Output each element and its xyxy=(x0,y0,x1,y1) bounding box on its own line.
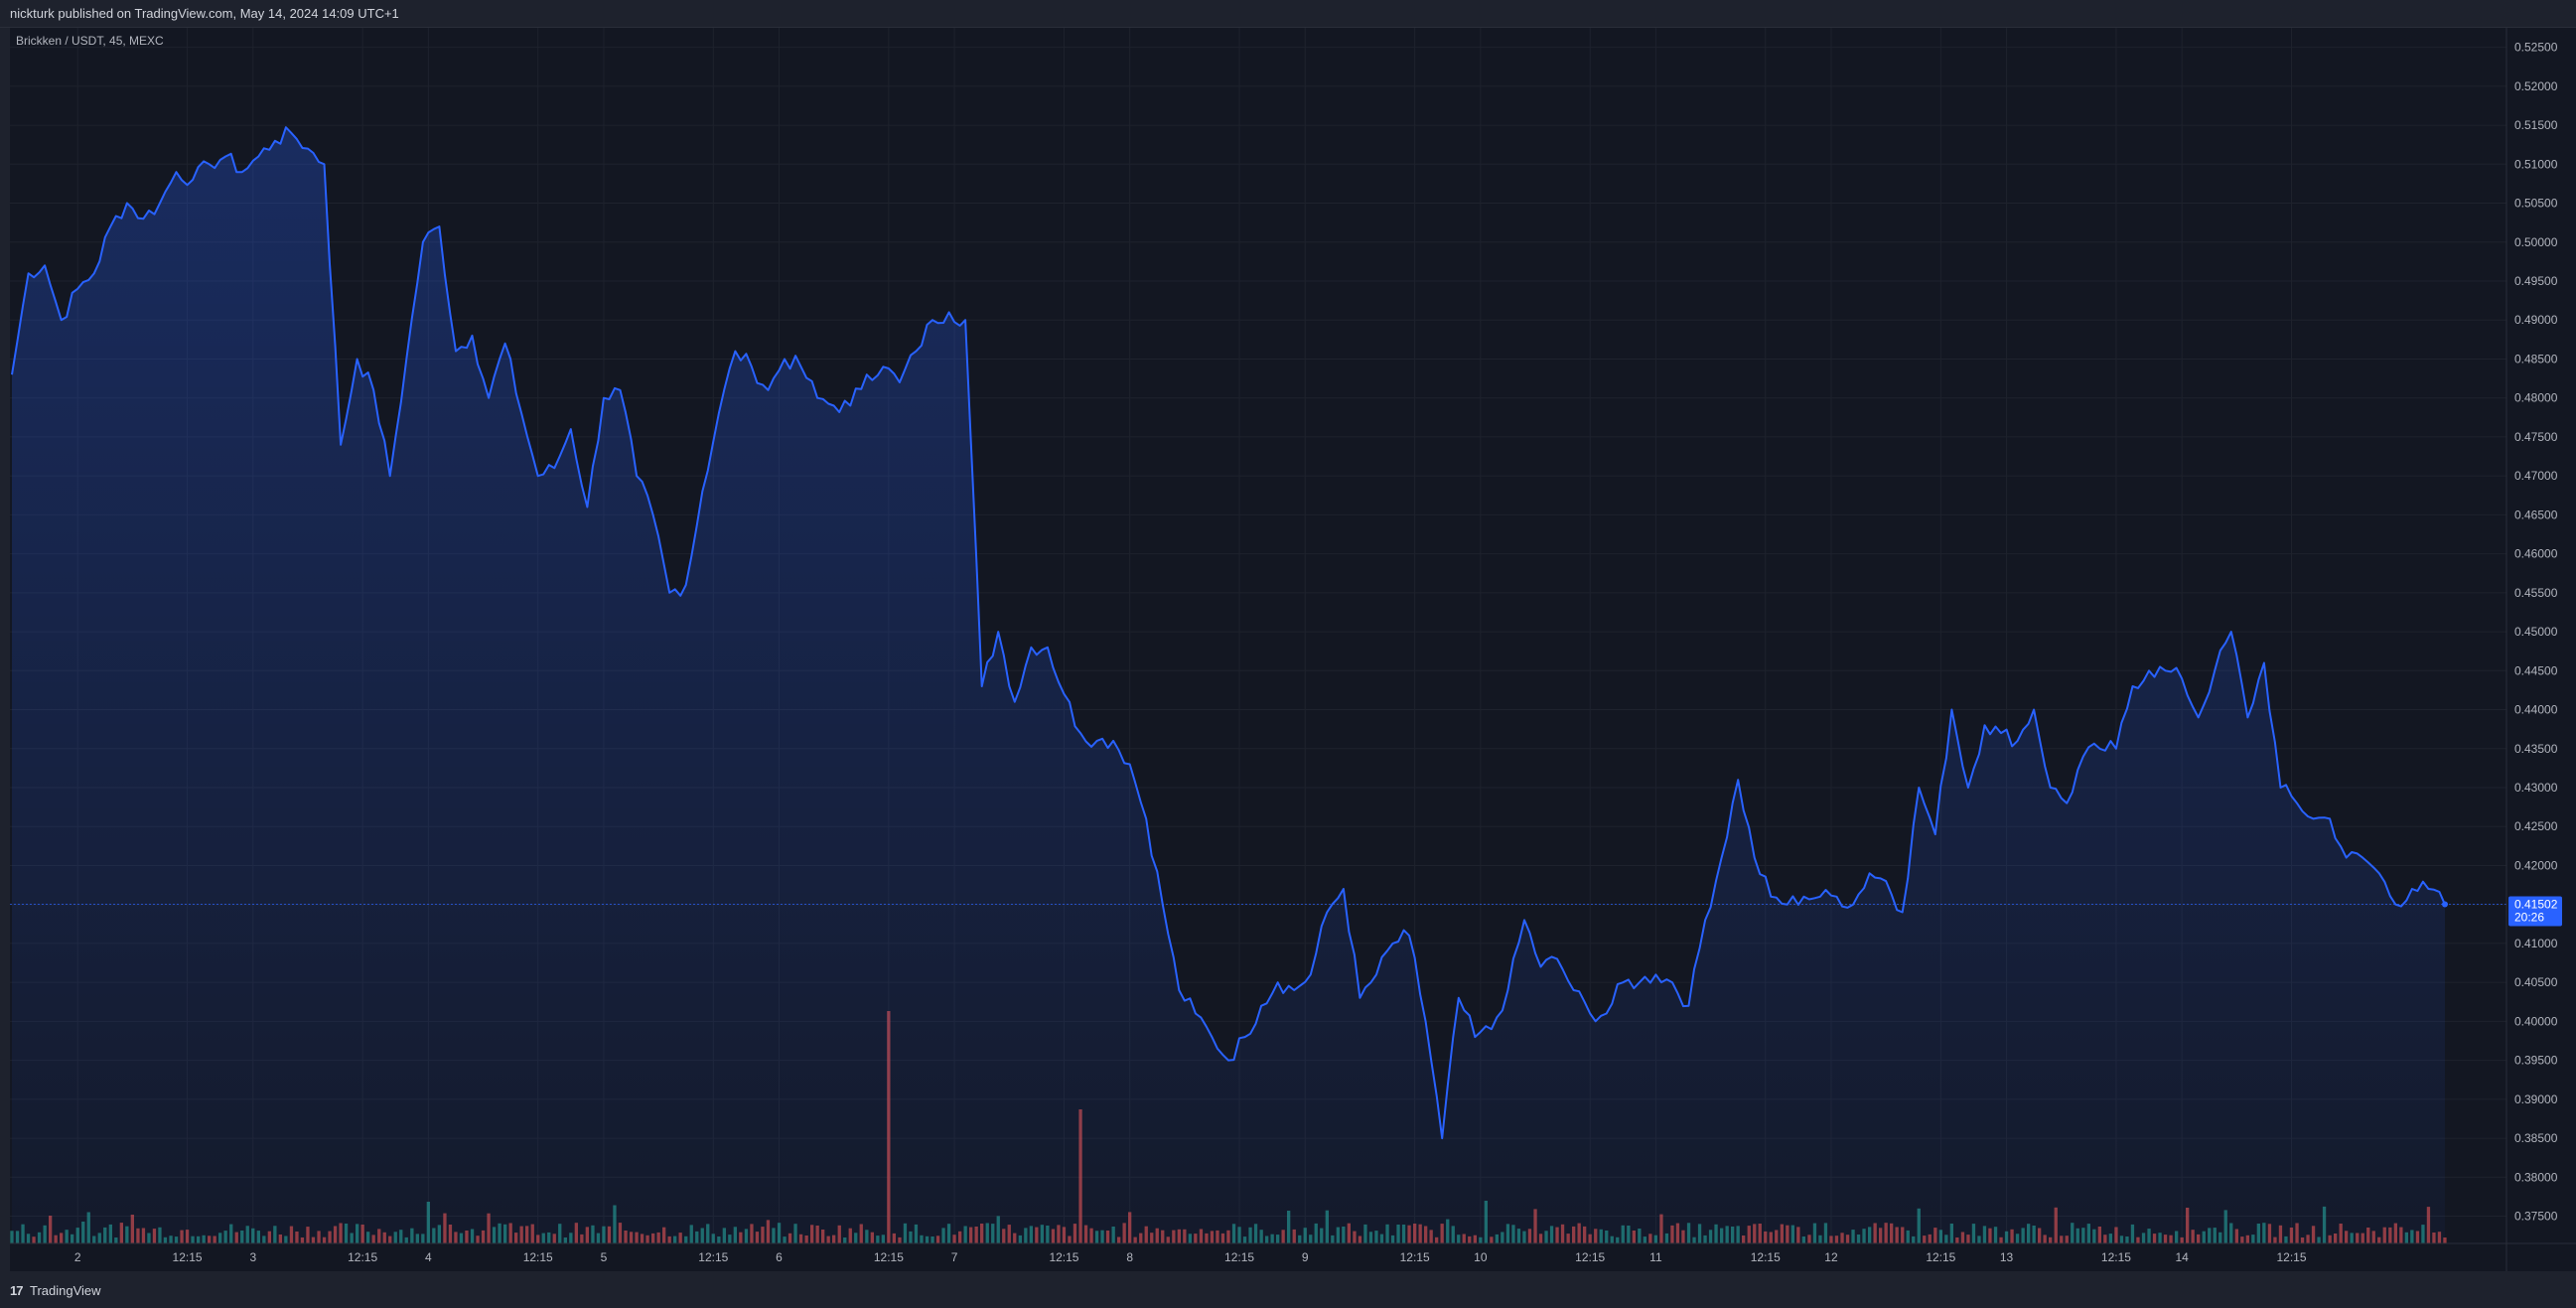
time-tick-label: 12:15 xyxy=(1224,1250,1254,1264)
last-price-value: 0.41502 xyxy=(2514,898,2558,912)
chart-legend[interactable]: Brickken / USDT, 45, MEXC xyxy=(16,34,164,48)
last-price-dot xyxy=(2442,901,2448,908)
volume-bar xyxy=(10,1231,14,1243)
time-axis-background xyxy=(10,1243,2576,1271)
time-tick-label: 2 xyxy=(74,1250,81,1264)
price-tick-label: 0.44000 xyxy=(2514,703,2558,717)
price-tick-label: 0.39000 xyxy=(2514,1092,2558,1106)
time-tick-label: 12:15 xyxy=(2276,1250,2306,1264)
price-tick-label: 0.40500 xyxy=(2514,975,2558,989)
price-tick-label: 0.48000 xyxy=(2514,391,2558,405)
price-tick-label: 0.39500 xyxy=(2514,1054,2558,1068)
price-tick-label: 0.49500 xyxy=(2514,274,2558,288)
time-tick-label: 4 xyxy=(425,1250,432,1264)
time-tick-label: 10 xyxy=(1474,1250,1488,1264)
price-tick-label: 0.52000 xyxy=(2514,79,2558,93)
time-tick-label: 13 xyxy=(2000,1250,2014,1264)
time-tick-label: 12:15 xyxy=(2101,1250,2131,1264)
price-tick-label: 0.37500 xyxy=(2514,1210,2558,1224)
time-tick-label: 3 xyxy=(249,1250,256,1264)
price-tick-label: 0.51000 xyxy=(2514,157,2558,171)
time-tick-label: 12:15 xyxy=(523,1250,553,1264)
time-tick-label: 12:15 xyxy=(1400,1250,1430,1264)
time-tick-label: 14 xyxy=(2175,1250,2189,1264)
price-tick-label: 0.42500 xyxy=(2514,819,2558,833)
time-tick-label: 12:15 xyxy=(1049,1250,1078,1264)
tradingview-logo-icon[interactable]: 17 xyxy=(10,1283,24,1298)
price-axis-background xyxy=(2506,28,2576,1243)
price-tick-label: 0.45000 xyxy=(2514,625,2558,639)
price-tick-label: 0.52500 xyxy=(2514,41,2558,55)
price-tick-label: 0.46500 xyxy=(2514,508,2558,521)
price-tick-label: 0.38500 xyxy=(2514,1131,2558,1145)
time-tick-label: 12:15 xyxy=(1926,1250,1955,1264)
price-axis[interactable]: 0.52500 0.52000 0.51500 0.51000 0.50500 0.500… xyxy=(2514,41,2558,1224)
chart-canvas[interactable]: 0.52500 0.52000 0.51500 0.51000 0.50500 0.500… xyxy=(0,0,2576,1271)
last-price-countdown: 20:26 xyxy=(2514,911,2544,925)
price-tick-label: 0.45500 xyxy=(2514,586,2558,600)
publish-info: nickturk published on TradingView.com, M… xyxy=(10,6,399,21)
time-axis[interactable]: 2 12:15 3 12:15 4 12:15 5 12:15 6 12:15 7 12:15 8 12:… xyxy=(74,1250,2307,1264)
price-area-fill xyxy=(12,127,2445,1244)
time-tick-label: 7 xyxy=(951,1250,958,1264)
price-tick-label: 0.48500 xyxy=(2514,352,2558,365)
price-tick-label: 0.38000 xyxy=(2514,1170,2558,1184)
price-tick-label: 0.50000 xyxy=(2514,235,2558,249)
price-tick-label: 0.41000 xyxy=(2514,937,2558,950)
price-tick-label: 0.47500 xyxy=(2514,430,2558,444)
time-tick-label: 5 xyxy=(601,1250,608,1264)
tradingview-brand[interactable]: TradingView xyxy=(30,1283,101,1298)
price-tick-label: 0.42000 xyxy=(2514,858,2558,872)
time-tick-label: 9 xyxy=(1302,1250,1309,1264)
time-tick-label: 12:15 xyxy=(1751,1250,1781,1264)
time-tick-label: 12 xyxy=(1824,1250,1838,1264)
price-tick-label: 0.47000 xyxy=(2514,469,2558,483)
price-tick-label: 0.43000 xyxy=(2514,781,2558,795)
time-tick-label: 8 xyxy=(1126,1250,1133,1264)
price-tick-label: 0.43500 xyxy=(2514,742,2558,756)
time-tick-label: 12:15 xyxy=(698,1250,728,1264)
price-tick-label: 0.46000 xyxy=(2514,547,2558,561)
price-tick-label: 0.51500 xyxy=(2514,118,2558,132)
price-line[interactable] xyxy=(11,126,2446,1140)
time-tick-label: 11 xyxy=(1649,1250,1662,1264)
time-tick-label: 6 xyxy=(776,1250,783,1264)
last-price-badge: 0.41502 20:26 xyxy=(2508,896,2562,927)
time-tick-label: 12:15 xyxy=(874,1250,904,1264)
price-tick-label: 0.40000 xyxy=(2514,1014,2558,1028)
price-tick-label: 0.44500 xyxy=(2514,663,2558,677)
price-tick-label: 0.49000 xyxy=(2514,313,2558,327)
time-tick-label: 12:15 xyxy=(1575,1250,1605,1264)
price-tick-label: 0.50500 xyxy=(2514,197,2558,211)
time-tick-label: 12:15 xyxy=(173,1250,203,1264)
header-bar: nickturk published on TradingView.com, M… xyxy=(0,0,2576,28)
time-tick-label: 12:15 xyxy=(348,1250,377,1264)
footer-bar xyxy=(0,1271,2576,1308)
